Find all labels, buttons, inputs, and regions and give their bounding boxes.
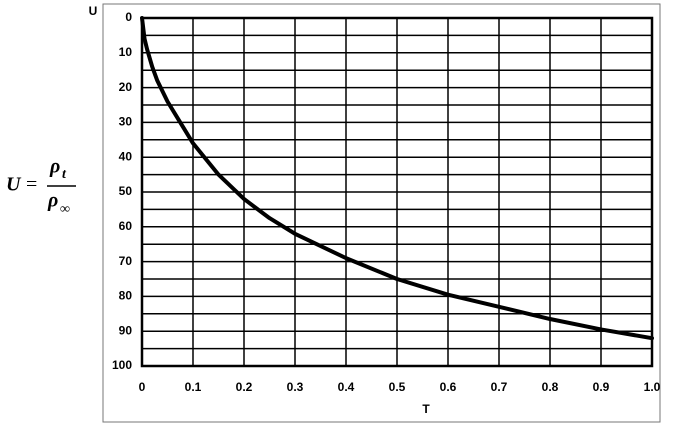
y-tick-label: 100 [112,358,132,372]
x-tick-label: 0.3 [287,380,304,394]
x-tick-label: 1.0 [644,380,661,394]
formula-eq: = [26,174,37,196]
y-tick-label: 60 [119,219,133,233]
y-tick-label: 70 [119,254,133,268]
formula-lhs: U [6,174,22,196]
x-axis-label: T [422,402,430,416]
y-tick-label: 0 [125,10,132,24]
y-tick-label: 20 [119,80,133,94]
y-tick-label: 40 [119,149,133,163]
x-tick-label: 0.8 [542,380,559,394]
y-tick-label: 30 [119,115,133,129]
x-tick-label: 0.7 [491,380,508,394]
y-tick-label: 10 [119,45,133,59]
curve [140,16,654,341]
x-tick-label: 0.4 [338,380,355,394]
x-tick-label: 0.6 [440,380,457,394]
frame [102,3,661,423]
x-tick-label: 0.5 [389,380,406,394]
formula-den: ρ [47,190,58,212]
y-axis-label: U [89,4,98,18]
y-tick-label: 50 [119,184,133,198]
x-tick-label: 0.9 [593,380,610,394]
x-tick-label: 0 [139,380,146,394]
formula-den-sub: ∞ [60,202,70,217]
y-tick-label: 90 [119,323,133,337]
y-tick-label: 80 [119,289,133,303]
plot-border [140,16,654,368]
x-tick-label: 0.2 [236,380,253,394]
formula-num: ρ [49,156,60,178]
x-tick-label: 0.1 [185,380,202,394]
formula-num-sub: t [62,167,67,182]
